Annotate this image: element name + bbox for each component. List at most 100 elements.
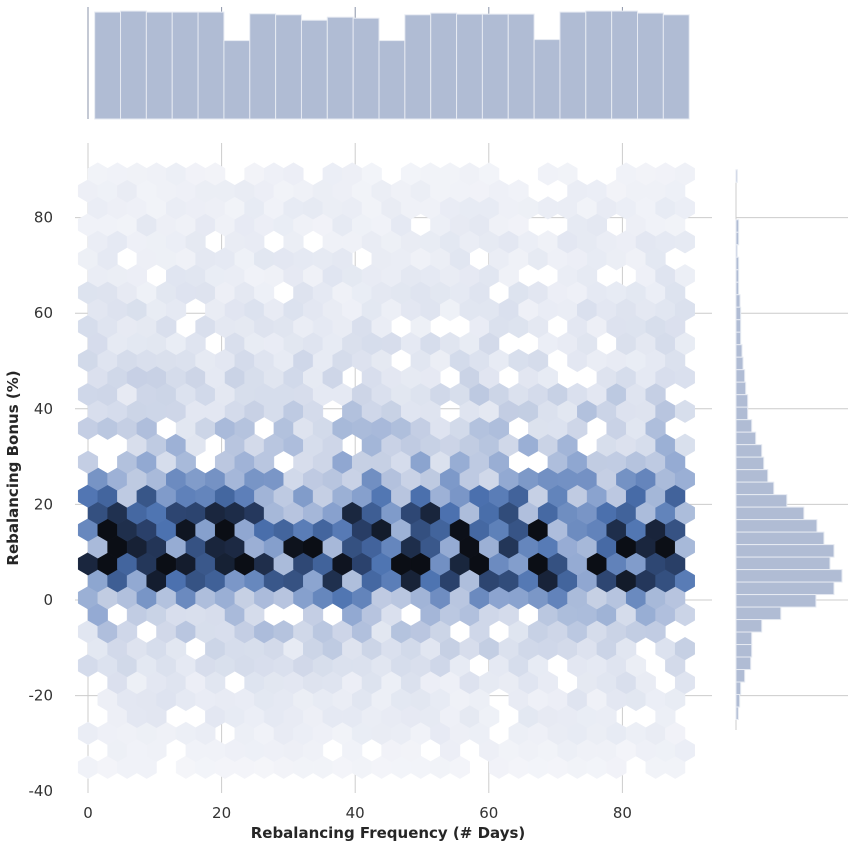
right-marginal-histogram bbox=[735, 169, 843, 721]
right-hist-bar bbox=[735, 569, 843, 583]
top-hist-bar bbox=[533, 39, 561, 120]
right-hist-bar bbox=[735, 294, 741, 308]
hexbin-cell bbox=[674, 162, 695, 186]
top-hist-bar bbox=[585, 10, 613, 120]
right-hist-bar bbox=[735, 394, 749, 408]
right-hist-bar bbox=[735, 544, 835, 558]
top-hist-bar bbox=[481, 13, 509, 120]
right-hist-bar bbox=[735, 219, 740, 233]
right-hist-bar bbox=[735, 581, 835, 596]
top-hist-bar bbox=[559, 11, 587, 120]
x-tick-label: 40 bbox=[346, 804, 365, 822]
top-hist-bar bbox=[145, 11, 173, 120]
right-hist-bar bbox=[735, 644, 753, 658]
hexbin-cell bbox=[283, 162, 304, 186]
hexbin-cell bbox=[77, 721, 99, 745]
x-axis-label: Rebalancing Frequency (# Days) bbox=[251, 824, 526, 842]
right-hist-bar bbox=[735, 506, 805, 521]
right-hist-bar bbox=[735, 456, 765, 471]
hexbin-cell bbox=[557, 162, 578, 186]
top-hist-bar bbox=[249, 13, 277, 120]
right-hist-bar bbox=[735, 619, 763, 633]
right-hist-bar bbox=[735, 369, 746, 383]
hexbin-cell bbox=[479, 162, 500, 186]
top-hist-bar bbox=[300, 19, 328, 120]
hexbin-cell bbox=[77, 755, 99, 779]
right-hist-bar bbox=[735, 281, 740, 296]
top-hist-bar bbox=[352, 17, 380, 120]
top-hist-bar bbox=[430, 12, 458, 120]
top-hist-bar bbox=[94, 11, 122, 120]
right-hist-bar bbox=[735, 694, 741, 708]
right-hist-bar bbox=[735, 319, 742, 333]
x-tick-labels: 0 20 40 60 80 bbox=[83, 804, 632, 822]
right-hist-bar bbox=[735, 631, 753, 646]
y-tick-label: -20 bbox=[29, 687, 54, 705]
right-hist-bar bbox=[735, 706, 739, 721]
right-hist-bar bbox=[735, 494, 788, 508]
top-hist-bar bbox=[223, 40, 251, 120]
top-hist-bar bbox=[637, 12, 664, 120]
top-marginal-histogram bbox=[94, 10, 690, 120]
y-tick-label: 60 bbox=[34, 304, 53, 322]
top-hist-bar bbox=[120, 10, 147, 120]
right-hist-bar bbox=[735, 594, 817, 608]
right-hist-bar bbox=[735, 556, 831, 571]
right-hist-bar bbox=[735, 531, 825, 546]
hexbin-cell bbox=[674, 264, 695, 288]
right-hist-bar bbox=[735, 231, 740, 246]
y-axis-label: Rebalancing Bonus (%) bbox=[4, 370, 22, 565]
right-hist-bar bbox=[735, 519, 818, 533]
top-hist-bar bbox=[611, 10, 639, 120]
y-tick-label: -40 bbox=[29, 782, 54, 800]
right-hist-bar bbox=[735, 406, 749, 421]
top-hist-bar bbox=[275, 14, 302, 120]
right-hist-bar bbox=[735, 419, 753, 433]
right-hist-bar bbox=[735, 381, 747, 396]
right-hist-bar bbox=[735, 444, 763, 458]
top-hist-bar bbox=[171, 11, 199, 120]
top-hist-bar bbox=[507, 13, 535, 120]
x-tick-label: 80 bbox=[613, 804, 632, 822]
top-hist-bar bbox=[326, 16, 354, 120]
hexbin-cell bbox=[77, 450, 99, 474]
y-tick-label: 80 bbox=[34, 209, 53, 227]
y-tick-label: 0 bbox=[43, 591, 53, 609]
y-tick-label: 20 bbox=[34, 495, 53, 513]
right-hist-bar bbox=[735, 481, 775, 496]
right-hist-bar bbox=[735, 331, 742, 346]
hexbin-cell bbox=[508, 179, 529, 203]
right-hist-bar bbox=[735, 681, 742, 696]
x-tick-label: 20 bbox=[212, 804, 231, 822]
right-hist-bar bbox=[735, 431, 757, 446]
right-hist-bar bbox=[735, 656, 752, 671]
right-hist-bar bbox=[735, 469, 769, 483]
top-hist-bar bbox=[456, 13, 483, 120]
y-tick-label: 40 bbox=[34, 400, 53, 418]
hexbin-cell bbox=[674, 433, 695, 457]
right-hist-bar bbox=[735, 669, 746, 683]
hexbin-cell bbox=[674, 637, 695, 661]
hexbin-cell bbox=[674, 399, 695, 423]
right-hist-bar bbox=[735, 256, 740, 271]
hexbin-cell bbox=[537, 196, 558, 220]
right-hist-bar bbox=[735, 356, 744, 371]
top-hist-bar bbox=[662, 14, 690, 120]
right-hist-bar bbox=[735, 244, 738, 258]
hexbin-cell bbox=[361, 162, 382, 186]
right-hist-bar bbox=[735, 169, 738, 183]
hexbin-cell bbox=[205, 162, 226, 186]
top-hist-bar bbox=[378, 40, 406, 120]
top-hist-bar bbox=[404, 14, 432, 120]
right-hist-bar bbox=[735, 269, 740, 283]
right-hist-bar bbox=[735, 306, 742, 321]
top-hist-bar bbox=[197, 11, 225, 120]
hexbin-layer bbox=[77, 162, 695, 779]
x-tick-label: 60 bbox=[479, 804, 498, 822]
hexbin-cell bbox=[537, 162, 558, 186]
right-hist-bar bbox=[735, 606, 782, 621]
right-hist-bar bbox=[735, 344, 743, 358]
y-tick-labels: -40 -20 0 20 40 60 80 bbox=[29, 209, 54, 801]
x-tick-label: 0 bbox=[83, 804, 93, 822]
